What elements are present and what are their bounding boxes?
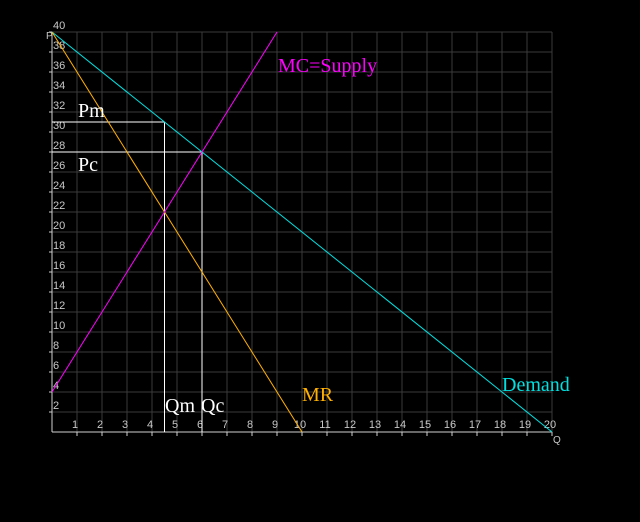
x-tick-label: 2 xyxy=(97,419,103,431)
x-tick-label: 5 xyxy=(172,419,178,431)
y-tick-label: 12 xyxy=(53,300,65,312)
x-tick-label: 1 xyxy=(72,419,78,431)
x-tick-label: 15 xyxy=(419,419,431,431)
x-tick-label: 3 xyxy=(122,419,128,431)
x-tick-label: 10 xyxy=(294,419,306,431)
y-axis-label: P xyxy=(46,31,53,42)
x-tick-label: 4 xyxy=(147,419,153,431)
x-tick-labels: 1 2 3 4 5 6 7 8 9 10 11 12 13 14 15 16 17 18 19 20 xyxy=(72,419,556,436)
x-tick-label: 9 xyxy=(272,419,278,431)
qm-label: Qm xyxy=(165,395,195,417)
demand-curve xyxy=(51,31,553,433)
grid xyxy=(51,31,553,433)
mr-curve xyxy=(51,31,303,433)
mc-supply-label: MC=Supply xyxy=(278,55,377,77)
y-tick-label: 26 xyxy=(53,160,65,172)
y-tick-label: 6 xyxy=(53,360,59,372)
x-tick-label: 6 xyxy=(197,419,203,431)
y-tick-label: 30 xyxy=(53,120,65,132)
x-tick-label: 13 xyxy=(369,419,381,431)
qc-label: Qc xyxy=(201,395,224,417)
y-tick-label: 10 xyxy=(53,320,65,332)
x-tick-label: 11 xyxy=(319,419,330,431)
y-tick-label: 18 xyxy=(53,240,65,252)
y-tick-label: 22 xyxy=(53,200,65,212)
y-tick-label: 34 xyxy=(53,80,65,92)
labels: Q P Pm Pc Qm Qc MC=Supply MR Demand xyxy=(46,31,570,446)
x-tick-label: 16 xyxy=(444,419,456,431)
y-tick-label: 8 xyxy=(53,340,59,352)
mr-label: MR xyxy=(302,384,334,406)
x-tick-label: 14 xyxy=(394,419,406,431)
x-tick-label: 8 xyxy=(247,419,253,431)
y-tick-label: 24 xyxy=(53,180,65,192)
demand-label: Demand xyxy=(502,374,570,396)
x-axis-label: Q xyxy=(553,435,561,446)
curves xyxy=(51,31,553,433)
y-tick-label: 16 xyxy=(53,260,65,272)
y-tick-label: 14 xyxy=(53,280,65,292)
y-tick-label: 36 xyxy=(53,60,65,72)
x-tick-label: 17 xyxy=(469,419,481,431)
y-tick-label: 40 xyxy=(53,20,65,32)
pc-label: Pc xyxy=(78,154,98,176)
mc-supply-curve xyxy=(51,31,278,393)
x-tick-label: 19 xyxy=(519,419,531,431)
y-tick-label: 28 xyxy=(53,140,65,152)
y-tick-label: 20 xyxy=(53,220,65,232)
y-tick-label: 2 xyxy=(53,400,59,412)
pm-label: Pm xyxy=(78,100,105,122)
x-tick-label: 20 xyxy=(544,419,556,431)
y-tick-label: 32 xyxy=(53,100,65,112)
x-tick-label: 18 xyxy=(494,419,506,431)
x-tick-label: 12 xyxy=(344,419,356,431)
x-tick-label: 7 xyxy=(222,419,228,431)
